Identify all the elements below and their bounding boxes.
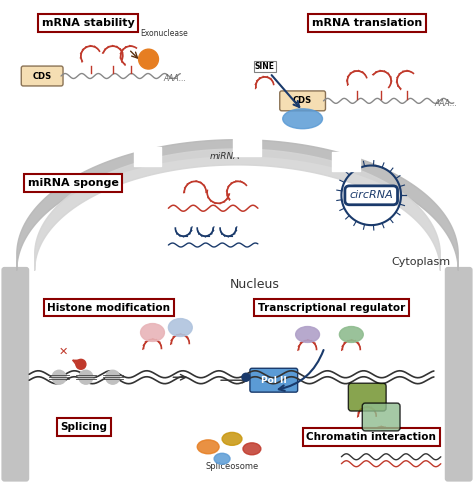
- Text: Nucleus: Nucleus: [230, 278, 280, 291]
- Text: CDS: CDS: [33, 71, 52, 81]
- Text: Splicing: Splicing: [60, 422, 108, 432]
- Text: ✕: ✕: [58, 346, 68, 356]
- Ellipse shape: [197, 440, 219, 454]
- Circle shape: [242, 373, 250, 381]
- Ellipse shape: [141, 324, 164, 342]
- Text: SINE: SINE: [255, 62, 275, 71]
- Text: Spliceosome: Spliceosome: [205, 462, 259, 471]
- Ellipse shape: [243, 443, 261, 455]
- FancyBboxPatch shape: [250, 368, 298, 392]
- Ellipse shape: [222, 433, 242, 446]
- Text: Chromatin interaction: Chromatin interaction: [306, 432, 436, 442]
- FancyBboxPatch shape: [445, 267, 473, 482]
- Text: miRNA sponge: miRNA sponge: [27, 178, 118, 189]
- Text: Histone modification: Histone modification: [47, 302, 170, 313]
- FancyBboxPatch shape: [348, 383, 386, 411]
- Text: AAA...: AAA...: [164, 74, 186, 83]
- FancyBboxPatch shape: [21, 66, 63, 86]
- Text: mRNA stability: mRNA stability: [42, 18, 134, 28]
- FancyBboxPatch shape: [362, 403, 400, 431]
- Ellipse shape: [339, 327, 363, 343]
- Circle shape: [106, 370, 120, 384]
- Text: AAA...: AAA...: [435, 99, 458, 108]
- Ellipse shape: [283, 109, 322, 129]
- Text: mRNA translation: mRNA translation: [312, 18, 422, 28]
- Text: circRNA: circRNA: [349, 190, 393, 200]
- Ellipse shape: [296, 327, 319, 343]
- Circle shape: [52, 370, 66, 384]
- FancyBboxPatch shape: [1, 267, 29, 482]
- Text: Cytoplasm: Cytoplasm: [392, 257, 451, 267]
- Text: Ribosome: Ribosome: [285, 116, 320, 121]
- Ellipse shape: [214, 453, 230, 464]
- Text: Exonuclease: Exonuclease: [141, 29, 188, 38]
- Text: Pol II: Pol II: [261, 376, 287, 385]
- Circle shape: [79, 370, 93, 384]
- Circle shape: [76, 359, 86, 369]
- FancyBboxPatch shape: [280, 91, 326, 111]
- Text: CDS: CDS: [293, 97, 312, 105]
- Text: Transcriptional regulator: Transcriptional regulator: [258, 302, 405, 313]
- Ellipse shape: [168, 319, 192, 337]
- Circle shape: [138, 49, 158, 69]
- Text: miRNA: miRNA: [210, 151, 240, 160]
